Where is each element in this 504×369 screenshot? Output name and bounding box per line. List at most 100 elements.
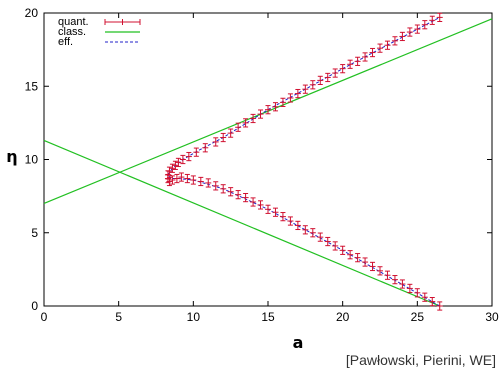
quantum-point xyxy=(339,64,346,74)
quantum-point xyxy=(369,261,376,272)
quantum-point xyxy=(257,200,264,210)
x-tick-label: 5 xyxy=(115,310,122,324)
legend: quant.class.eff. xyxy=(58,16,141,48)
quantum-point xyxy=(436,12,443,22)
quantum-point xyxy=(384,270,391,280)
quantum-point xyxy=(184,173,191,184)
credit-text: [Pawłowski, Pierini, WE] xyxy=(346,352,496,368)
y-tick-label: 10 xyxy=(25,153,39,167)
legend-label: eff. xyxy=(58,36,73,48)
quantum-point xyxy=(294,88,301,99)
quantum-point xyxy=(173,173,180,184)
quantum-point xyxy=(242,118,249,128)
quantum-point xyxy=(193,147,200,157)
effective-line xyxy=(167,16,440,307)
quantum-point xyxy=(436,301,443,311)
y-axis-title: η xyxy=(6,147,17,166)
y-tick-label: 0 xyxy=(31,299,38,313)
quantum-point xyxy=(287,216,294,226)
y-tick-label: 15 xyxy=(25,79,39,93)
quantum-point xyxy=(354,253,361,263)
quantum-point xyxy=(429,15,436,25)
quantum-point xyxy=(227,128,234,138)
quantum-point xyxy=(242,192,249,203)
quantum-point xyxy=(369,47,376,58)
quantum-point xyxy=(178,172,185,182)
quantum-point xyxy=(377,266,383,276)
quantum-point xyxy=(362,257,369,267)
quantum-point xyxy=(272,102,279,112)
quantum-point xyxy=(257,109,264,119)
quantum-point xyxy=(414,288,421,298)
quantum-point xyxy=(220,184,227,194)
quantum-point xyxy=(205,178,212,188)
quantum-point xyxy=(175,157,182,168)
quantum-point xyxy=(421,292,428,302)
x-tick-labels: 0 5 10 15 20 25 30 xyxy=(41,310,499,324)
legend-label: quant. xyxy=(58,16,89,28)
axis-ticks xyxy=(43,12,493,307)
x-tick-label: 20 xyxy=(336,310,350,324)
x-tick-label: 15 xyxy=(261,310,275,324)
quantum-point xyxy=(294,220,301,231)
quantum-point xyxy=(220,132,227,143)
quantum-point xyxy=(279,97,286,107)
quantum-point xyxy=(391,36,398,46)
quantum-point xyxy=(421,20,428,30)
quantum-point xyxy=(324,236,331,247)
quantum-point xyxy=(250,197,257,207)
quantum-point xyxy=(347,250,354,260)
quantum-point xyxy=(317,75,324,85)
y-tick-label: 20 xyxy=(25,6,39,20)
quantum-point xyxy=(406,283,413,294)
quantum-point xyxy=(287,93,294,103)
quantum-point xyxy=(227,187,234,197)
quantum-point xyxy=(302,225,309,235)
x-tick-label: 30 xyxy=(485,310,499,324)
quantum-point xyxy=(202,143,209,153)
quantum-point xyxy=(377,43,383,53)
x-axis-title: a xyxy=(293,333,304,352)
quantum-point xyxy=(169,175,176,185)
quantum-point xyxy=(212,181,219,191)
quantum-point xyxy=(190,175,197,185)
effective-series xyxy=(167,16,440,307)
quantum-point xyxy=(317,232,324,242)
legend-label: class. xyxy=(58,26,86,38)
x-tick-label: 10 xyxy=(187,310,201,324)
quantum-point xyxy=(362,52,369,62)
y-tick-label: 5 xyxy=(31,226,38,240)
quantum-point xyxy=(429,297,436,307)
quantum-point xyxy=(309,228,316,238)
quantum-point xyxy=(309,80,316,90)
classical-series xyxy=(43,18,493,307)
quantum-point xyxy=(279,212,286,222)
x-tick-label: 0 xyxy=(41,310,48,324)
quantum-series xyxy=(164,12,443,311)
quantum-point xyxy=(384,40,391,50)
quantum-point xyxy=(332,241,339,251)
quantum-point xyxy=(399,31,406,42)
quantum-point xyxy=(339,245,346,255)
quantum-point xyxy=(235,122,242,132)
plot-frame xyxy=(43,12,493,307)
quantum-point xyxy=(212,137,219,147)
quantum-point xyxy=(265,204,271,214)
quantum-point xyxy=(399,279,406,289)
quantum-point xyxy=(235,190,242,200)
quantum-point xyxy=(265,105,271,115)
quantum-point xyxy=(414,24,421,34)
quantum-point xyxy=(332,68,339,78)
quantum-point xyxy=(406,27,413,37)
quantum-point xyxy=(185,151,192,162)
quantum-point xyxy=(197,176,204,187)
quantum-point xyxy=(347,59,354,69)
quantum-point xyxy=(272,207,279,217)
classical-line xyxy=(43,139,440,307)
quantum-point xyxy=(250,113,257,124)
y-tick-labels: 0 5 10 15 20 xyxy=(25,6,39,313)
quantum-point xyxy=(391,275,398,285)
quantum-point xyxy=(179,154,186,165)
quantum-point xyxy=(354,56,361,66)
